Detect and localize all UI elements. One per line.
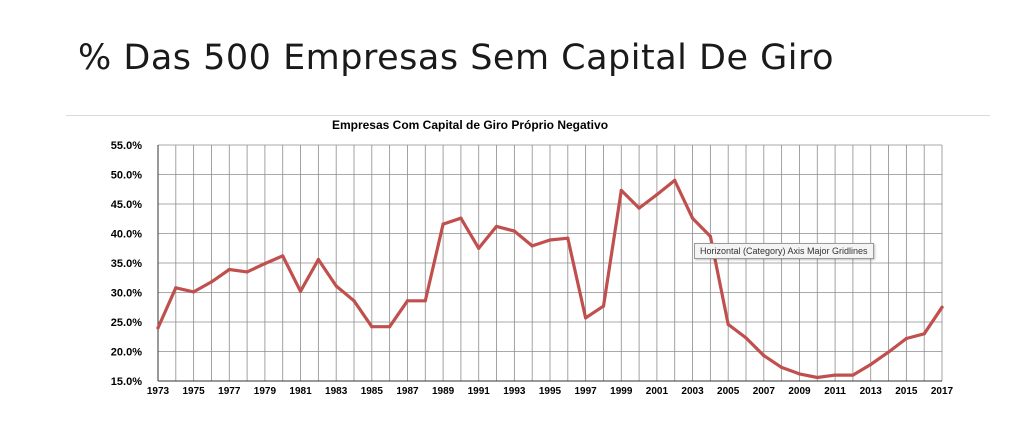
y-tick-label: 50.0% <box>111 170 142 182</box>
data-point <box>512 229 516 233</box>
data-point <box>940 305 944 309</box>
x-tick-label: 2007 <box>753 386 776 397</box>
y-tick-label: 45.0% <box>111 199 142 211</box>
data-point <box>744 336 748 340</box>
data-point <box>352 299 356 303</box>
data-point <box>726 322 730 326</box>
data-point <box>797 372 802 376</box>
x-tick-label: 2001 <box>646 386 669 397</box>
y-tick-label: 15.0% <box>111 376 142 388</box>
data-point <box>619 188 623 193</box>
data-point <box>494 224 499 229</box>
y-tick-label: 20.0% <box>111 347 142 359</box>
data-point <box>388 325 392 329</box>
data-point <box>548 238 552 242</box>
data-point <box>423 299 427 303</box>
data-point <box>245 270 249 274</box>
data-point <box>690 216 695 220</box>
data-point <box>192 290 196 294</box>
x-tick-label: 1975 <box>183 386 206 397</box>
x-tick-label: 2005 <box>717 386 740 397</box>
data-point <box>780 365 784 370</box>
x-tick-label: 1997 <box>575 386 598 397</box>
data-point <box>584 316 588 320</box>
data-point <box>334 284 338 288</box>
x-tick-label: 2011 <box>824 386 846 397</box>
x-tick-label: 2013 <box>860 386 883 397</box>
data-point <box>281 254 285 258</box>
chart-frame <box>66 115 990 416</box>
data-point <box>405 299 410 303</box>
data-point <box>209 280 214 284</box>
data-point <box>156 326 160 330</box>
data-point <box>459 216 463 220</box>
x-tick-label: 1995 <box>539 386 562 397</box>
y-tick-label: 40.0% <box>111 229 142 241</box>
x-tick-label: 1989 <box>432 386 455 397</box>
x-tick-label: 1983 <box>325 386 348 397</box>
x-tick-label: 2017 <box>931 386 954 397</box>
data-point <box>477 246 481 250</box>
data-point <box>441 222 445 226</box>
y-tick-label: 35.0% <box>111 258 142 270</box>
data-point <box>708 234 712 239</box>
data-point <box>673 178 677 182</box>
data-point <box>833 373 837 377</box>
data-point <box>886 350 891 354</box>
data-point <box>316 257 320 262</box>
x-tick-label: 2003 <box>681 386 704 397</box>
gridlines-tooltip: Horizontal (Category) Axis Major Gridlin… <box>694 243 874 259</box>
data-point <box>922 332 926 336</box>
x-tick-label: 1991 <box>468 386 491 397</box>
x-tick-label: 1981 <box>289 386 312 397</box>
x-tick-label: 1985 <box>361 386 384 397</box>
x-tick-label: 1999 <box>610 386 633 397</box>
y-tick-label: 30.0% <box>111 288 142 300</box>
x-tick-label: 1979 <box>254 386 277 397</box>
data-point <box>637 206 641 210</box>
data-point <box>869 362 873 367</box>
data-point <box>655 192 659 197</box>
data-point <box>530 244 534 248</box>
x-tick-label: 1993 <box>503 386 526 397</box>
x-tick-label: 2015 <box>895 386 918 397</box>
data-point <box>815 375 819 380</box>
data-point <box>601 304 606 308</box>
x-tick-label: 2009 <box>788 386 811 397</box>
slide-title: % Das 500 Empresas Sem Capital De Giro <box>78 38 834 78</box>
x-tick-label: 1987 <box>396 386 419 397</box>
x-tick-label: 1973 <box>147 386 170 397</box>
y-tick-label: 55.0% <box>111 140 142 152</box>
x-tick-label: 1977 <box>218 386 241 397</box>
y-tick-label: 25.0% <box>111 317 142 329</box>
data-point <box>227 267 231 272</box>
data-point <box>298 289 303 293</box>
data-point <box>566 236 570 240</box>
chart-title: Empresas Com Capital de Giro Próprio Neg… <box>331 118 609 132</box>
data-point <box>851 373 855 377</box>
data-point <box>174 286 178 290</box>
data-point <box>370 325 374 329</box>
data-point <box>762 354 766 358</box>
data-point <box>263 261 267 266</box>
data-point <box>904 336 908 341</box>
